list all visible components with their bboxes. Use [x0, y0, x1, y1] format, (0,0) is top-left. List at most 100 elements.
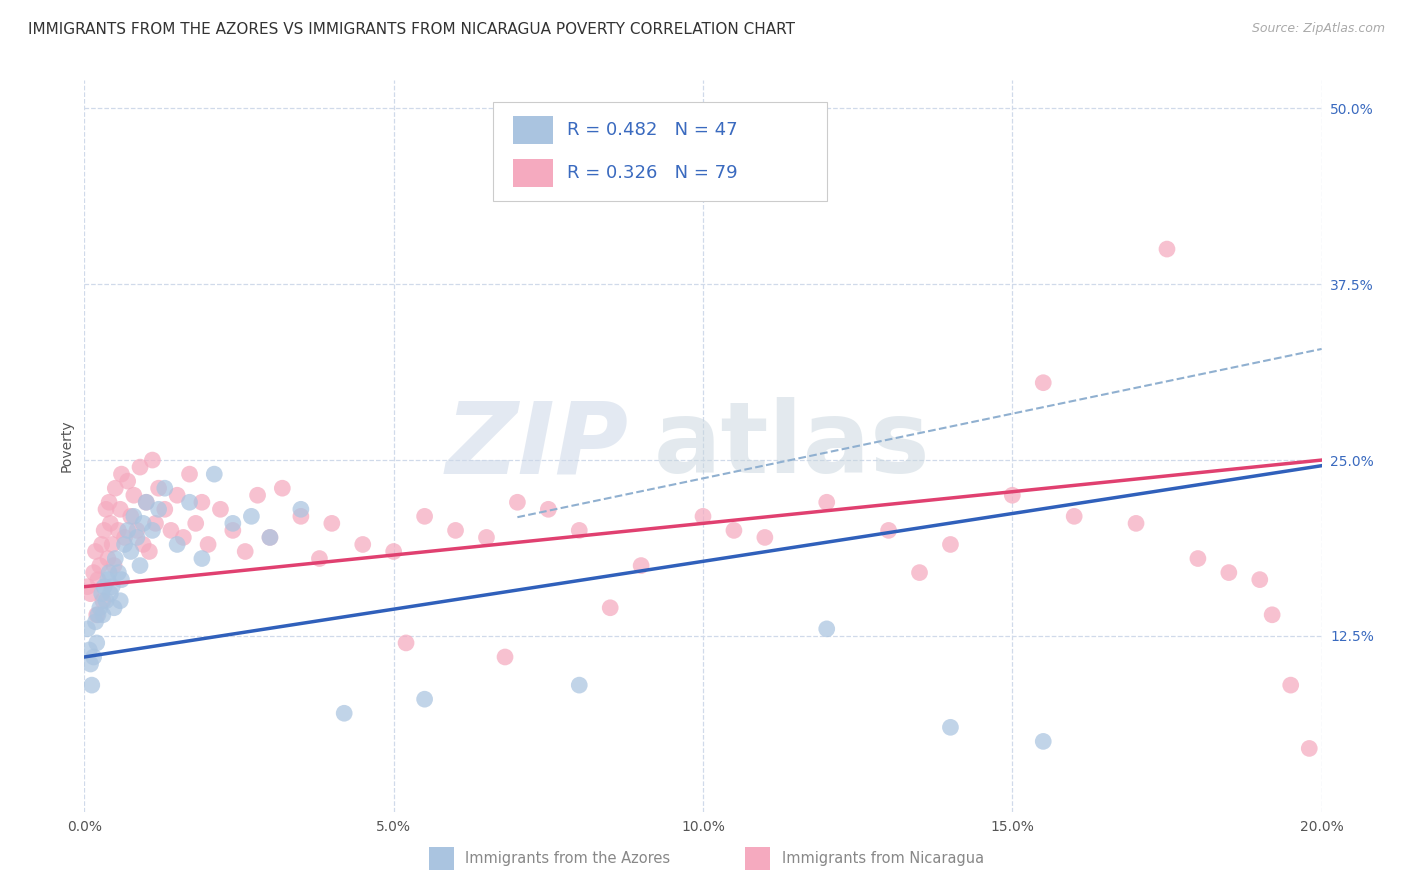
Point: [630, 558, 652, 573]
Point: [815, 622, 838, 636]
Point: [98, 587, 121, 601]
Point: [1187, 551, 1209, 566]
Point: [141, 524, 163, 538]
Point: [1125, 516, 1147, 531]
Point: [110, 593, 132, 607]
Point: [240, 509, 263, 524]
Point: [233, 544, 256, 558]
Point: [110, 573, 132, 587]
Point: [79, 643, 101, 657]
Point: [815, 495, 838, 509]
Text: Source: ZipAtlas.com: Source: ZipAtlas.com: [1251, 22, 1385, 36]
Point: [86, 607, 108, 622]
Point: [98, 495, 121, 509]
Point: [104, 481, 127, 495]
Text: R = 0.482   N = 47: R = 0.482 N = 47: [567, 121, 738, 139]
Point: [79, 657, 101, 671]
Point: [122, 488, 145, 502]
Point: [83, 566, 105, 580]
Point: [259, 530, 281, 544]
Point: [76, 580, 98, 594]
Point: [179, 495, 201, 509]
Point: [135, 495, 157, 509]
Point: [172, 530, 194, 544]
Point: [90, 587, 112, 601]
Point: [153, 502, 176, 516]
Text: Immigrants from the Azores: Immigrants from the Azores: [465, 851, 671, 866]
Point: [877, 524, 900, 538]
Point: [537, 502, 560, 516]
Point: [184, 516, 207, 531]
Point: [321, 516, 343, 531]
Point: [568, 678, 591, 692]
Point: [413, 692, 436, 706]
Point: [209, 502, 232, 516]
Point: [148, 502, 170, 516]
Point: [94, 593, 117, 607]
Point: [166, 488, 188, 502]
Point: [132, 516, 155, 531]
Point: [93, 580, 115, 594]
Point: [145, 516, 167, 531]
Point: [117, 524, 139, 538]
Point: [1261, 607, 1284, 622]
Text: IMMIGRANTS FROM THE AZORES VS IMMIGRANTS FROM NICARAGUA POVERTY CORRELATION CHAR: IMMIGRANTS FROM THE AZORES VS IMMIGRANTS…: [28, 22, 796, 37]
Point: [908, 566, 931, 580]
Point: [97, 573, 120, 587]
Text: Immigrants from Nicaragua: Immigrants from Nicaragua: [782, 851, 984, 866]
Point: [1298, 741, 1320, 756]
Point: [122, 509, 145, 524]
Point: [129, 460, 152, 475]
Point: [1249, 573, 1271, 587]
Point: [87, 573, 110, 587]
Text: R = 0.326   N = 79: R = 0.326 N = 79: [567, 164, 738, 182]
Point: [103, 600, 125, 615]
Point: [723, 524, 745, 538]
Point: [91, 593, 114, 607]
Point: [1001, 488, 1024, 502]
Point: [125, 530, 148, 544]
Point: [120, 544, 142, 558]
Point: [413, 509, 436, 524]
Point: [160, 524, 183, 538]
Point: [290, 502, 312, 516]
Text: ZIP: ZIP: [446, 398, 628, 494]
Point: [80, 678, 103, 692]
Point: [87, 607, 110, 622]
Point: [506, 495, 529, 509]
Point: [290, 509, 312, 524]
Point: [93, 524, 115, 538]
Point: [110, 502, 132, 516]
Point: [107, 566, 129, 580]
Point: [120, 509, 142, 524]
Point: [90, 537, 112, 551]
Point: [141, 453, 163, 467]
Point: [98, 516, 121, 531]
Point: [246, 488, 269, 502]
Y-axis label: Poverty: Poverty: [59, 420, 73, 472]
Point: [114, 537, 136, 551]
Point: [117, 474, 139, 488]
Point: [129, 558, 152, 573]
Point: [1032, 376, 1054, 390]
Point: [110, 467, 132, 482]
Point: [1032, 734, 1054, 748]
Point: [202, 467, 225, 482]
Point: [114, 530, 136, 544]
Point: [84, 544, 107, 558]
Point: [1218, 566, 1240, 580]
Point: [222, 516, 245, 531]
Point: [939, 720, 962, 734]
Point: [148, 481, 170, 495]
Point: [494, 650, 516, 665]
Point: [1279, 678, 1302, 692]
Text: atlas: atlas: [654, 398, 931, 494]
Point: [103, 558, 125, 573]
Point: [191, 495, 214, 509]
Point: [98, 566, 121, 580]
Point: [1156, 242, 1178, 256]
Point: [89, 600, 111, 615]
Point: [395, 636, 418, 650]
Point: [259, 530, 281, 544]
Point: [97, 551, 120, 566]
